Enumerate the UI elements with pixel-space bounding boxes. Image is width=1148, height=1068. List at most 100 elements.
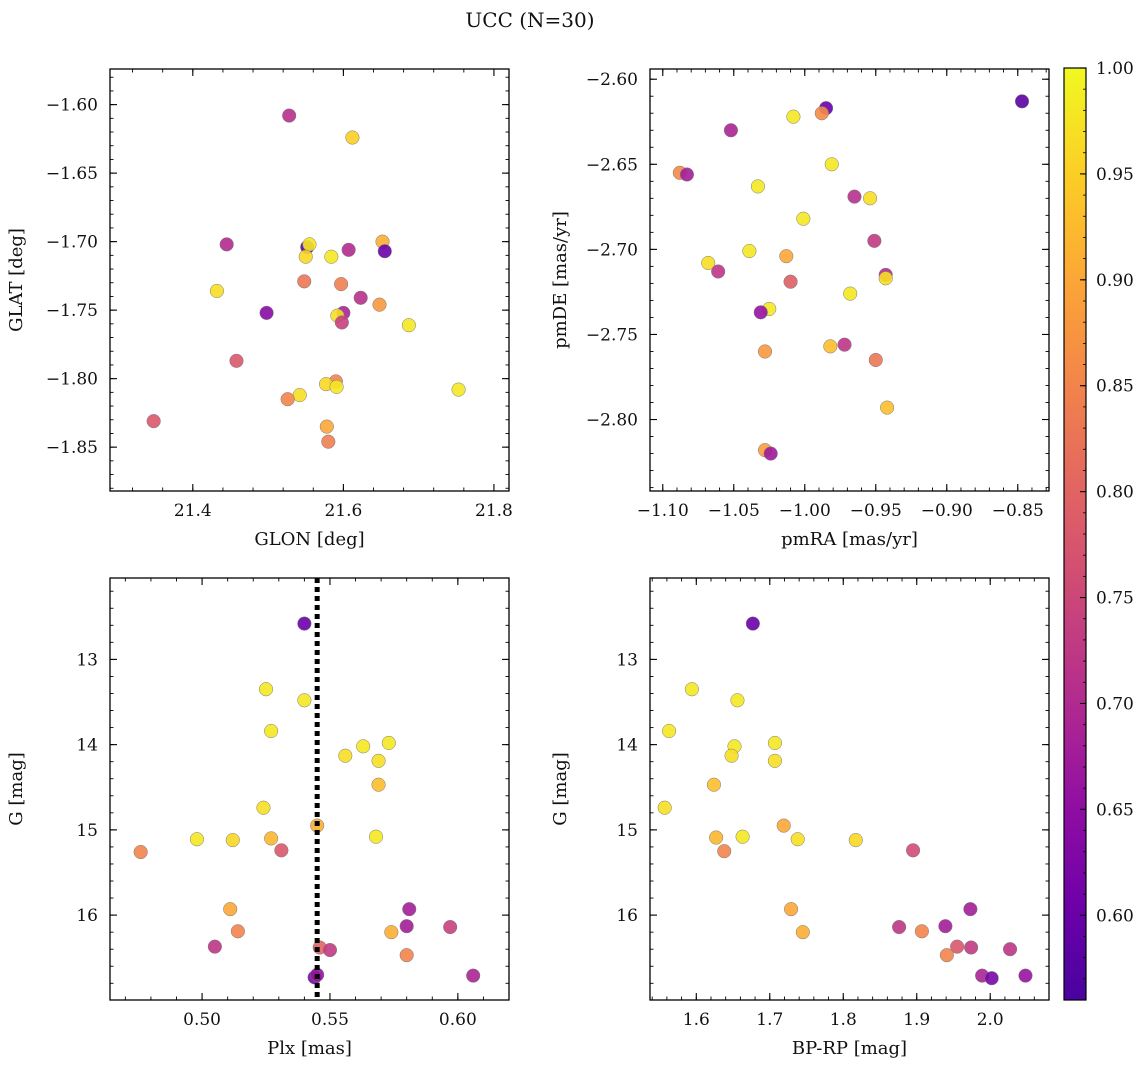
x-tick-label: 1.7 xyxy=(756,1010,783,1030)
data-point xyxy=(321,434,336,449)
x-tick-label: 21.8 xyxy=(475,501,513,521)
data-point xyxy=(264,723,279,739)
y-tick-label: 14 xyxy=(616,736,638,756)
data-point xyxy=(824,157,839,172)
data-point xyxy=(745,616,760,631)
data-point xyxy=(757,344,773,359)
data-point xyxy=(189,832,205,847)
data-point xyxy=(717,844,732,859)
y-tick-label: −1.75 xyxy=(46,301,98,321)
data-point xyxy=(399,948,414,963)
data-point xyxy=(657,800,672,815)
data-point xyxy=(298,249,313,264)
data-point xyxy=(297,274,312,289)
y-tick-label: 16 xyxy=(616,906,638,926)
y-tick-label: −1.85 xyxy=(46,438,98,458)
data-point xyxy=(723,123,738,138)
x-tick-label: 0.55 xyxy=(311,1010,349,1030)
y-tick-label: −1.65 xyxy=(46,164,98,184)
x-tick-label: −0.85 xyxy=(992,501,1044,521)
data-point xyxy=(209,283,224,299)
axes-frame xyxy=(109,577,510,1001)
axes-frame xyxy=(109,68,510,492)
y-tick-label: −2.75 xyxy=(586,325,638,345)
data-point xyxy=(319,419,334,434)
data-point xyxy=(796,211,811,226)
data-point xyxy=(384,925,399,940)
colorbar-tick-label: 0.60 xyxy=(1096,906,1134,926)
data-point xyxy=(282,108,297,123)
data-point xyxy=(938,919,953,934)
data-point xyxy=(297,693,312,708)
y-axis-label: pmDE [mas/yr] xyxy=(550,211,571,349)
y-tick-label: 15 xyxy=(616,821,638,841)
data-point xyxy=(230,924,245,939)
y-tick-label: 13 xyxy=(616,650,638,670)
data-point xyxy=(914,924,929,939)
data-point xyxy=(984,971,999,986)
data-point xyxy=(750,179,765,194)
colorbar-tick-label: 0.65 xyxy=(1096,800,1134,820)
scatter-points xyxy=(133,616,481,985)
data-point xyxy=(219,237,234,252)
x-tick-label: 21.4 xyxy=(174,501,212,521)
x-tick-label: −0.90 xyxy=(921,501,973,521)
data-point xyxy=(784,902,799,917)
x-axis-label: Plx [mas] xyxy=(267,1038,352,1059)
data-point xyxy=(906,843,921,858)
data-point xyxy=(329,379,344,394)
data-point xyxy=(753,305,768,320)
y-tick-label: −2.60 xyxy=(586,70,638,90)
x-axis-label: BP-RP [mag] xyxy=(792,1038,907,1059)
data-point xyxy=(823,339,838,354)
data-point xyxy=(783,274,798,289)
data-point xyxy=(229,353,244,368)
subplot-3: 0.50 0.55 0.60 13 14 15 16 Plx [mas] G [mag] xyxy=(6,577,510,1059)
data-point xyxy=(334,315,349,330)
data-point xyxy=(724,748,739,763)
x-axis-label: pmRA [mas/yr] xyxy=(781,529,918,550)
data-point xyxy=(863,191,878,206)
y-tick-label: 16 xyxy=(76,906,98,926)
data-point xyxy=(368,829,384,844)
data-point xyxy=(868,352,883,368)
y-tick-label: −1.60 xyxy=(46,96,98,116)
colorbar-tick-label: 0.85 xyxy=(1096,377,1134,397)
data-point xyxy=(779,249,794,264)
data-point xyxy=(451,382,466,397)
data-point xyxy=(763,446,778,461)
data-point xyxy=(381,735,396,750)
data-point xyxy=(706,777,721,792)
data-point xyxy=(662,723,677,739)
colorbar: 0.60 0.65 0.70 0.75 0.80 0.85 0.90 0.95 1.00 xyxy=(1063,59,1134,1001)
data-point xyxy=(402,902,417,917)
data-point xyxy=(356,739,371,754)
data-point xyxy=(302,237,317,252)
data-point xyxy=(372,297,387,312)
data-point xyxy=(684,682,699,697)
data-point xyxy=(679,167,694,182)
data-point xyxy=(1014,94,1030,109)
data-point xyxy=(735,829,750,844)
data-point xyxy=(701,255,716,271)
y-tick-label: −2.80 xyxy=(586,411,638,431)
data-point xyxy=(790,832,805,847)
scatter-points xyxy=(657,616,1033,986)
data-point xyxy=(837,337,852,352)
data-point xyxy=(950,939,965,954)
x-tick-label: −1.10 xyxy=(637,501,689,521)
data-point xyxy=(324,249,339,264)
data-point xyxy=(767,735,782,750)
data-point xyxy=(964,940,979,955)
subplot-1: 21.4 21.6 21.8 −1.85 −1.80 −1.75 −1.70 −1.65 −1.… xyxy=(6,68,513,550)
data-point xyxy=(730,693,745,708)
data-point xyxy=(776,818,791,833)
data-point xyxy=(399,919,414,934)
scatter-points xyxy=(146,108,466,449)
data-point xyxy=(1018,968,1033,983)
data-point xyxy=(274,843,289,858)
data-point xyxy=(892,919,907,935)
data-point xyxy=(292,388,307,403)
data-point xyxy=(843,286,858,301)
